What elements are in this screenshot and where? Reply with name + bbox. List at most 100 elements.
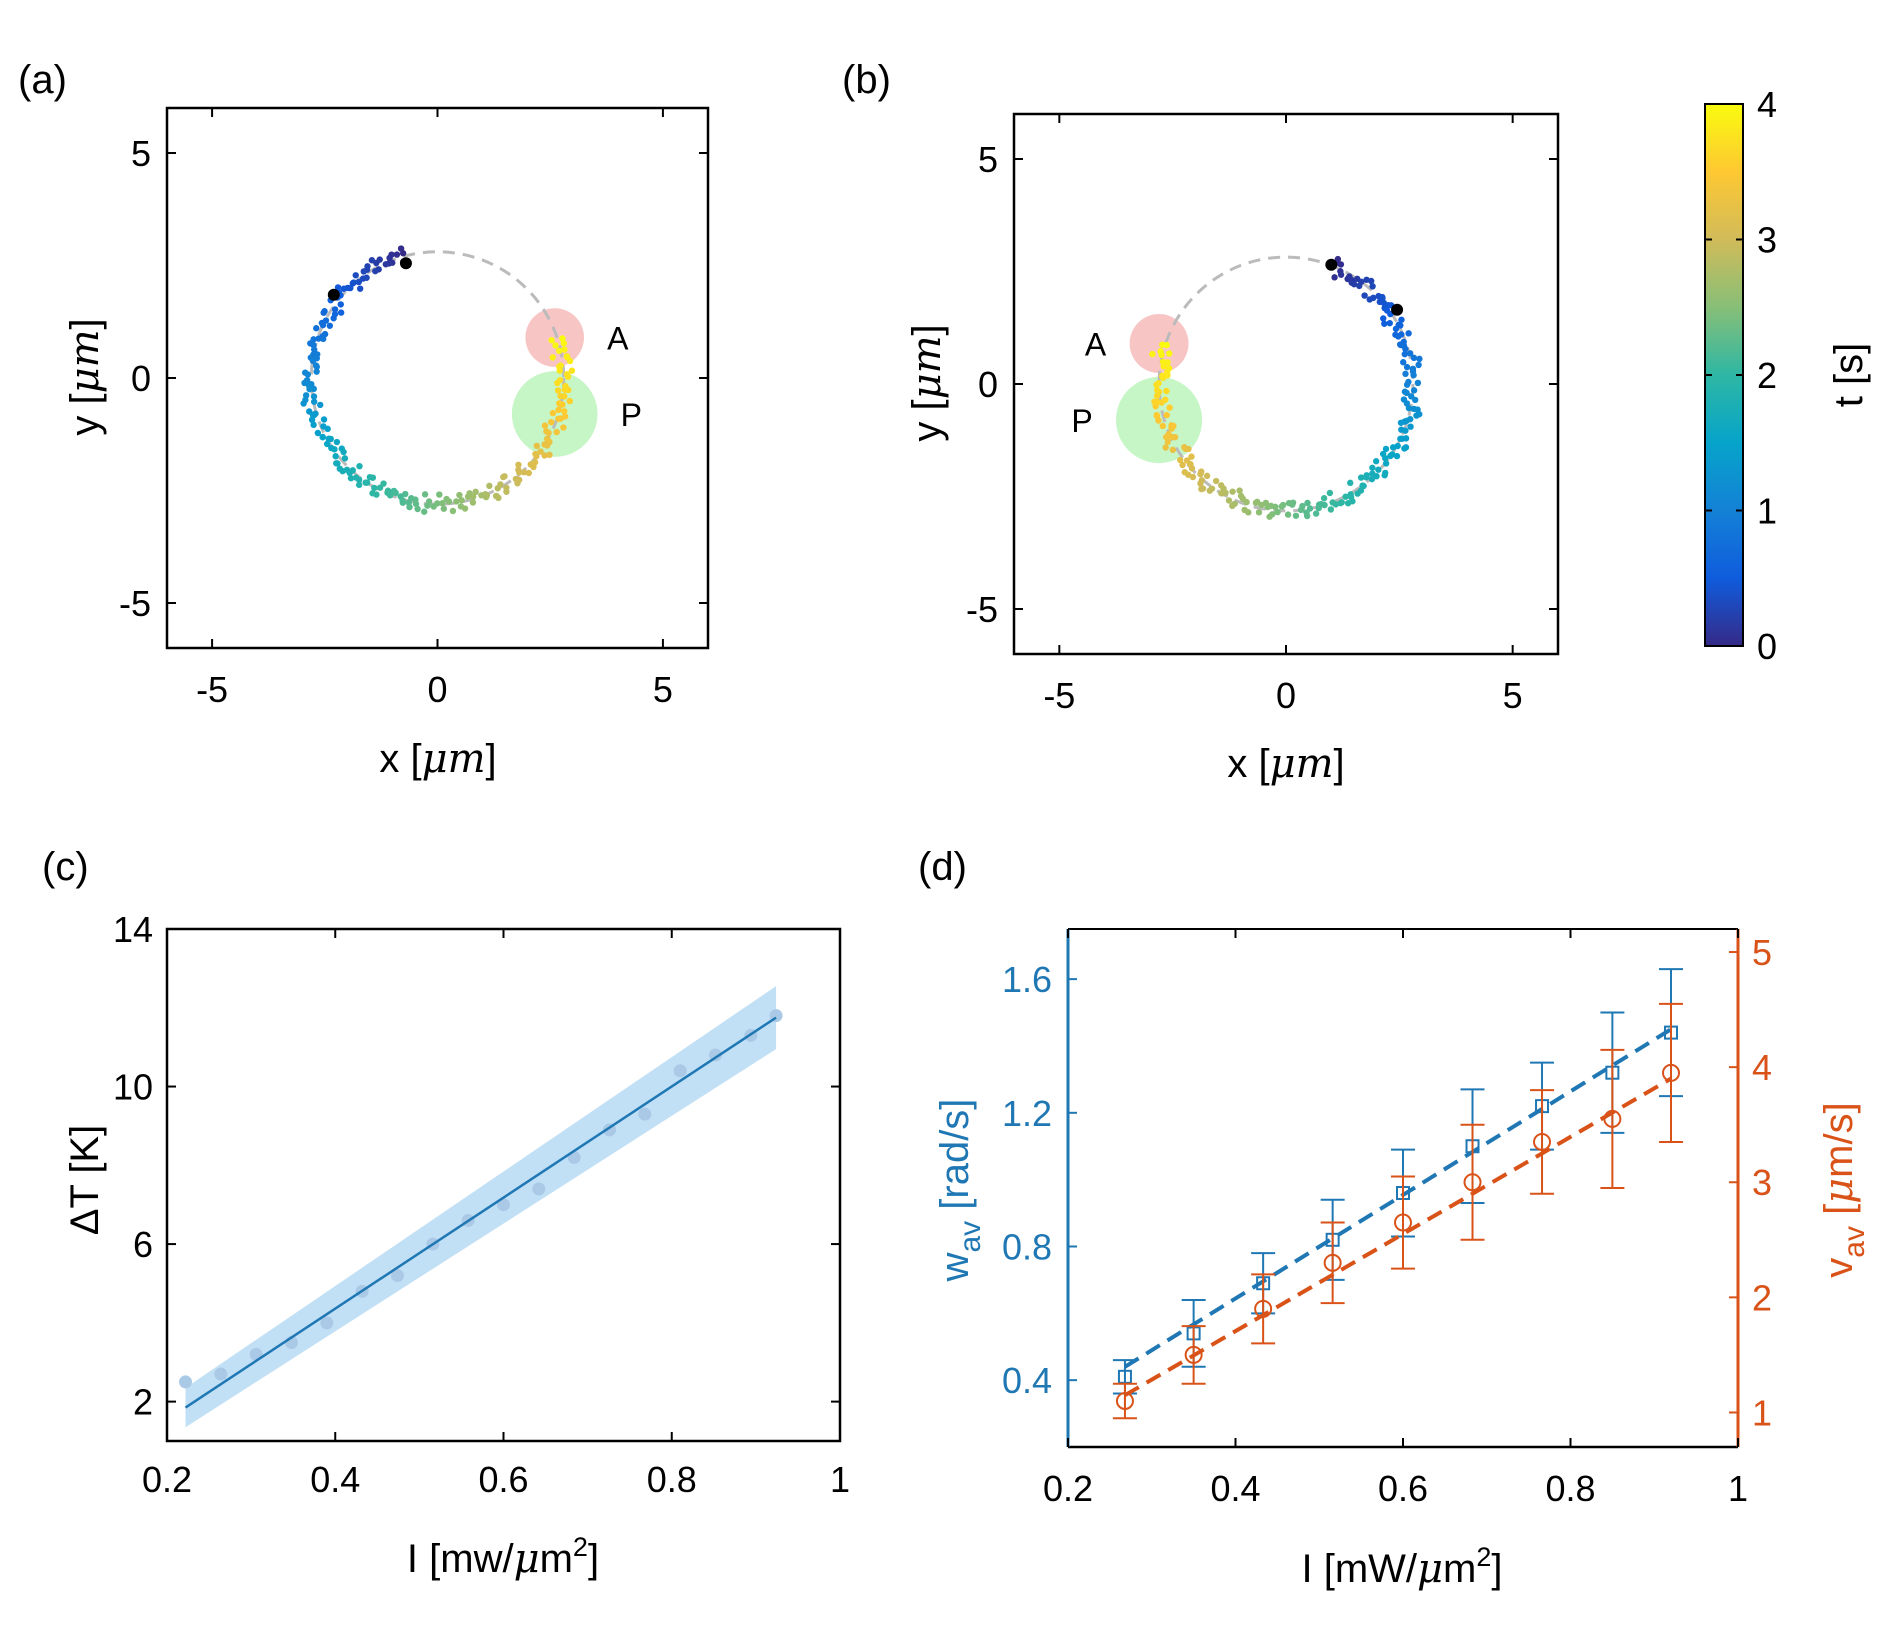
- trajectory-point: [1274, 508, 1281, 516]
- trajectory-point: [549, 409, 557, 417]
- trajectory-point: [320, 335, 327, 343]
- trajectory-point: [1315, 504, 1322, 512]
- trajectory-point: [560, 340, 568, 347]
- trajectory-point: [1402, 345, 1409, 353]
- trajectory-point: [393, 251, 401, 258]
- fit-line-right: [1123, 1076, 1673, 1397]
- trajectory-point: [434, 500, 441, 507]
- data-marker-circle: [1184, 1345, 1203, 1364]
- trajectory-point: [1389, 444, 1397, 451]
- trajectory-point: [1382, 445, 1390, 453]
- trajectory-point: [1363, 474, 1370, 481]
- data-marker-circle: [1603, 1109, 1622, 1128]
- right-y-tick-label: 1: [1752, 1392, 1772, 1433]
- trajectory-point: [561, 346, 568, 353]
- trajectory-point: [313, 325, 320, 332]
- x-tick-label: 0: [427, 669, 447, 710]
- trajectory-point: [563, 371, 571, 378]
- trajectory-point: [371, 484, 378, 492]
- data-point: [673, 1064, 687, 1078]
- trajectory-point: [541, 422, 549, 429]
- trajectory-point: [412, 500, 420, 508]
- trajectory-point: [1337, 261, 1345, 268]
- trajectory-point: [1403, 417, 1410, 424]
- trajectory-point: [1229, 502, 1236, 510]
- trajectory-point: [1405, 404, 1413, 412]
- trajectory-point: [380, 480, 387, 487]
- panel-a-xlabel: x [μm]: [379, 736, 496, 782]
- trajectory-point: [1386, 319, 1393, 327]
- start-point: [1391, 303, 1404, 316]
- x-tick-label: 1: [830, 1459, 850, 1500]
- trajectory-point: [495, 494, 502, 502]
- trajectory-point: [1169, 446, 1177, 454]
- trajectory-point: [382, 261, 390, 268]
- marker-label-P: P: [621, 397, 642, 433]
- trajectory-point: [306, 385, 313, 393]
- trajectory-point: [1312, 510, 1320, 517]
- trajectory-point: [469, 499, 477, 506]
- trajectory-point: [559, 335, 566, 342]
- x-tick-label: 0.8: [647, 1459, 697, 1500]
- trajectory-point: [453, 498, 460, 505]
- trajectory-point: [1413, 412, 1420, 419]
- y-tick-label: 6: [133, 1224, 153, 1265]
- trajectory-point: [440, 505, 448, 512]
- trajectory-point: [1368, 475, 1376, 483]
- trajectory-point: [553, 428, 560, 436]
- y-tick-label: -5: [966, 589, 998, 630]
- trajectory-point: [554, 387, 562, 394]
- panel-d-right-ylabel: vav [μm/s]: [1816, 1102, 1871, 1277]
- trajectory-point: [1266, 513, 1273, 520]
- trajectory-point: [311, 346, 318, 353]
- trajectory-point: [1347, 493, 1355, 501]
- trajectory-point: [1411, 396, 1419, 404]
- trajectory-point: [1183, 457, 1191, 464]
- trajectory-point: [1381, 472, 1388, 479]
- trajectory-point: [1359, 482, 1366, 489]
- trajectory-point: [1164, 359, 1171, 366]
- data-marker-circle: [1394, 1213, 1412, 1232]
- trajectory-point: [1225, 497, 1233, 504]
- trajectory-point: [349, 467, 356, 474]
- trajectory-point: [1162, 444, 1169, 451]
- panel-d-plot: 0.2 0.4 0.6 0.8 1 0.4 0.8 1.2 1.6 1 2 3 4 5: [1002, 928, 1772, 1509]
- marker-label-A: A: [607, 321, 629, 357]
- trajectory-point: [1398, 316, 1405, 323]
- trajectory-point: [1372, 458, 1380, 465]
- y-tick-label: 0: [978, 364, 998, 405]
- trajectory-point: [501, 473, 508, 480]
- trajectory-point: [386, 254, 393, 262]
- trajectory-point: [1392, 325, 1400, 333]
- trajectory-point: [1327, 506, 1335, 513]
- trajectory-point: [368, 257, 376, 264]
- trajectory-point: [1357, 474, 1365, 481]
- trajectory-point: [1368, 277, 1375, 285]
- trajectory-point: [1285, 499, 1293, 507]
- trajectory-point: [331, 446, 338, 453]
- data-point: [497, 1198, 510, 1212]
- trajectory-point: [1414, 379, 1422, 387]
- trajectory-point: [1297, 506, 1305, 514]
- trajectory-point: [1153, 412, 1161, 420]
- trajectory-point: [323, 440, 331, 448]
- trajectory-point: [319, 321, 327, 329]
- trajectory-point: [1165, 431, 1172, 438]
- data-marker-circle: [1254, 1299, 1273, 1318]
- colorbar-label: t [s]: [1827, 343, 1871, 407]
- trajectory-point: [1155, 380, 1162, 387]
- trajectory-point: [1255, 509, 1263, 516]
- trajectory-point: [320, 416, 328, 423]
- trajectory-point: [1401, 350, 1409, 358]
- trajectory-point: [402, 490, 409, 498]
- trajectory-point: [300, 400, 307, 407]
- start-point: [399, 257, 412, 270]
- trajectory-point: [1356, 282, 1363, 290]
- trajectory-point: [310, 393, 318, 400]
- trajectory-point: [1154, 398, 1161, 406]
- trajectory-point: [333, 438, 341, 446]
- trajectory-point: [1163, 341, 1170, 349]
- trajectory-point: [1379, 294, 1386, 302]
- right-y-tick-label: 5: [1752, 932, 1772, 973]
- trajectory-point: [537, 448, 544, 455]
